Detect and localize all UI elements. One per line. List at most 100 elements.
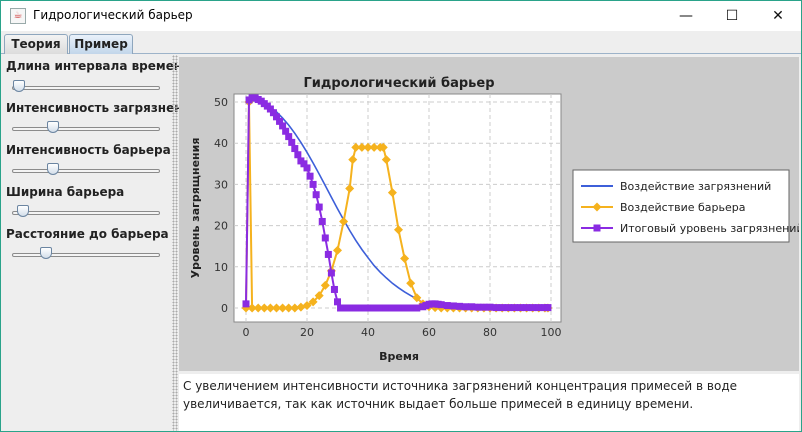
data-point (468, 303, 476, 311)
y-tick-label: 0 (221, 302, 228, 315)
chart-series (241, 94, 553, 313)
slider-barrier-intensity[interactable] (12, 163, 160, 175)
data-point (400, 254, 410, 264)
close-icon: ✕ (772, 8, 784, 24)
data-point (253, 303, 263, 313)
data-point (443, 302, 451, 310)
data-point (376, 304, 384, 312)
slider-pollution-intensity[interactable] (12, 121, 160, 133)
data-point (294, 151, 302, 159)
y-tick-label: 40 (214, 137, 228, 150)
slider-thumb[interactable] (40, 247, 53, 259)
data-point (276, 117, 284, 125)
legend-label: Воздействие барьера (620, 201, 745, 214)
tab-example[interactable]: Пример (69, 34, 133, 54)
maximize-button[interactable]: ☐ (709, 1, 755, 31)
y-tick-label: 10 (214, 261, 228, 274)
data-point (309, 180, 317, 188)
data-point (498, 304, 506, 312)
split-pane-divider[interactable] (172, 55, 178, 431)
window-title: Гидрологический барьер (33, 8, 193, 22)
data-point (345, 184, 355, 194)
data-point (492, 304, 500, 312)
slider-label-barrier-distance: Расстояние до барьера (6, 227, 169, 241)
data-point (523, 304, 531, 312)
legend-marker (593, 224, 601, 232)
data-point (529, 304, 537, 312)
data-point (324, 250, 332, 258)
data-point (369, 142, 379, 152)
tab-theory[interactable]: Теория (4, 34, 68, 54)
data-point (407, 304, 415, 312)
data-point (333, 245, 342, 255)
tab-bar: Теория Пример (1, 31, 801, 54)
y-axis-label: Уровень загрящнения (189, 138, 202, 279)
data-point (504, 304, 512, 312)
legend: Воздействие загрязнений Воздействие барье… (572, 169, 802, 243)
data-point (370, 304, 378, 312)
data-point (266, 105, 274, 113)
data-point (265, 303, 275, 313)
data-point (312, 191, 320, 199)
slider-thumb[interactable] (47, 163, 59, 175)
data-point (327, 269, 335, 277)
slider-thumb[interactable] (47, 121, 59, 133)
slider-barrier-width[interactable] (12, 205, 160, 217)
data-point (303, 164, 311, 172)
slider-thumb[interactable] (17, 205, 30, 217)
data-point (544, 304, 552, 312)
maximize-icon: ☐ (725, 8, 739, 24)
data-point (285, 133, 293, 141)
chart-panel: Гидрологический барьер 0 20 40 60 80 100 0 10 20… (179, 57, 802, 371)
controls-panel: Длина интервала времени Интенсивность за… (1, 55, 199, 431)
minimize-button[interactable]: — (663, 1, 709, 31)
slider-thumb[interactable] (13, 80, 25, 92)
slider-time-interval[interactable] (12, 80, 160, 92)
data-point (247, 303, 257, 313)
slider-barrier-distance[interactable] (12, 247, 160, 259)
x-tick-label: 60 (422, 326, 436, 339)
minimize-icon: — (679, 8, 693, 24)
slider-label-barrier-intensity: Интенсивность барьера (6, 143, 171, 157)
chart-title: Гидрологический барьер (304, 76, 495, 91)
data-point (269, 109, 277, 117)
legend-marker (592, 202, 602, 212)
slider-label-pollution-intensity: Интенсивность загрязнения (6, 101, 199, 115)
data-point (242, 300, 250, 308)
data-point (510, 304, 518, 312)
data-point (406, 278, 416, 288)
y-tick-label: 50 (214, 96, 228, 109)
data-point (290, 303, 300, 313)
data-point (272, 303, 281, 313)
data-point (535, 304, 543, 312)
data-point (308, 297, 318, 307)
data-point (357, 142, 367, 152)
data-point (291, 145, 299, 153)
slider-label-barrier-width: Ширина барьера (6, 185, 125, 199)
data-point (395, 304, 402, 312)
data-point (330, 285, 338, 293)
data-point (288, 138, 296, 146)
data-point (282, 127, 290, 135)
data-point (413, 304, 421, 312)
data-point (334, 298, 341, 306)
description-text: С увеличением интенсивности источника за… (179, 374, 799, 431)
data-point (388, 304, 396, 312)
data-point (437, 301, 445, 309)
data-point (284, 303, 294, 313)
x-tick-label: 40 (361, 326, 375, 339)
data-point (306, 172, 314, 180)
data-point (259, 303, 269, 313)
data-point (364, 304, 372, 312)
legend-label: Воздействие загрязнений (620, 180, 771, 193)
data-point (486, 303, 494, 311)
data-point (474, 303, 482, 311)
x-tick-label: 80 (483, 326, 497, 339)
close-button[interactable]: ✕ (755, 1, 801, 31)
data-point (302, 301, 312, 311)
data-point (315, 203, 323, 211)
data-point (382, 304, 390, 312)
axis-ticks: 0 20 40 60 80 100 0 10 20 30 40 50 (214, 96, 562, 339)
data-point (351, 142, 361, 152)
